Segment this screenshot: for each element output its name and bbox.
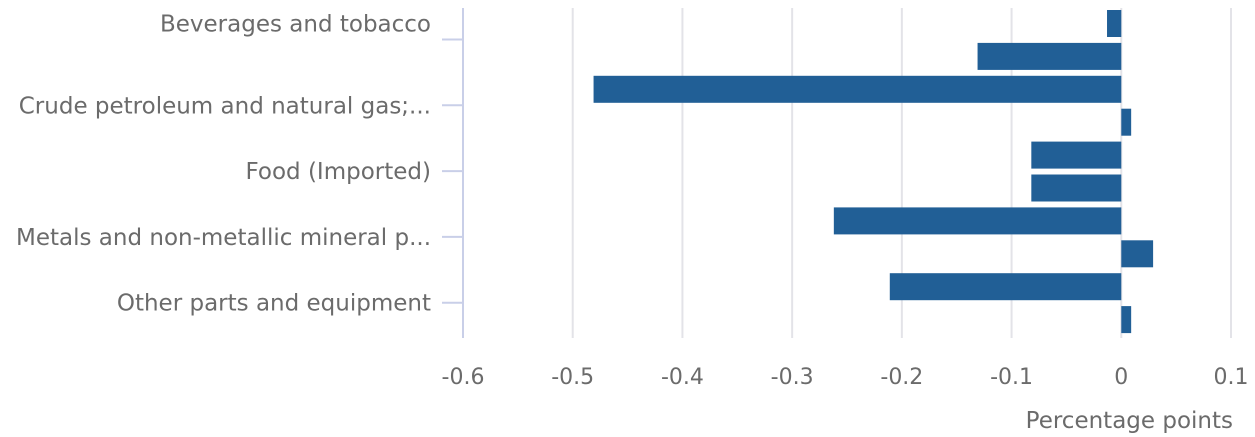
- category-label: Food (Imported): [246, 159, 432, 185]
- x-tick-label: -0.2: [880, 365, 923, 390]
- bars: [593, 10, 1154, 334]
- bar: [833, 207, 1122, 235]
- x-tick-label: 0.1: [1214, 365, 1249, 390]
- category-label: Metals and non-metallic mineral p...: [16, 225, 431, 251]
- bar: [1121, 306, 1132, 334]
- bar: [1121, 240, 1154, 268]
- y-axis: [442, 8, 464, 338]
- bar: [1031, 174, 1122, 202]
- bar: [1107, 10, 1122, 37]
- x-axis-title: Percentage points: [1026, 408, 1233, 434]
- bar: [889, 273, 1122, 301]
- x-tick-label: -0.1: [990, 365, 1033, 390]
- category-label: Beverages and tobacco: [160, 12, 431, 38]
- x-tick-label: -0.5: [551, 365, 594, 390]
- category-label: Other parts and equipment: [117, 291, 431, 317]
- bar: [977, 42, 1122, 70]
- bar: [1031, 141, 1122, 169]
- bar: [1121, 108, 1132, 136]
- category-labels: Beverages and tobacco Crude petroleum and…: [16, 12, 431, 317]
- x-tick-label: -0.6: [442, 365, 485, 390]
- bar: [593, 75, 1122, 103]
- x-tick-label: -0.4: [661, 365, 704, 390]
- x-tick-label: 0: [1114, 365, 1128, 390]
- x-tick-labels: -0.6 -0.5 -0.4 -0.3 -0.2 -0.1 0 0.1: [442, 365, 1249, 390]
- category-label: Crude petroleum and natural gas;...: [19, 93, 431, 119]
- x-tick-label: -0.3: [771, 365, 814, 390]
